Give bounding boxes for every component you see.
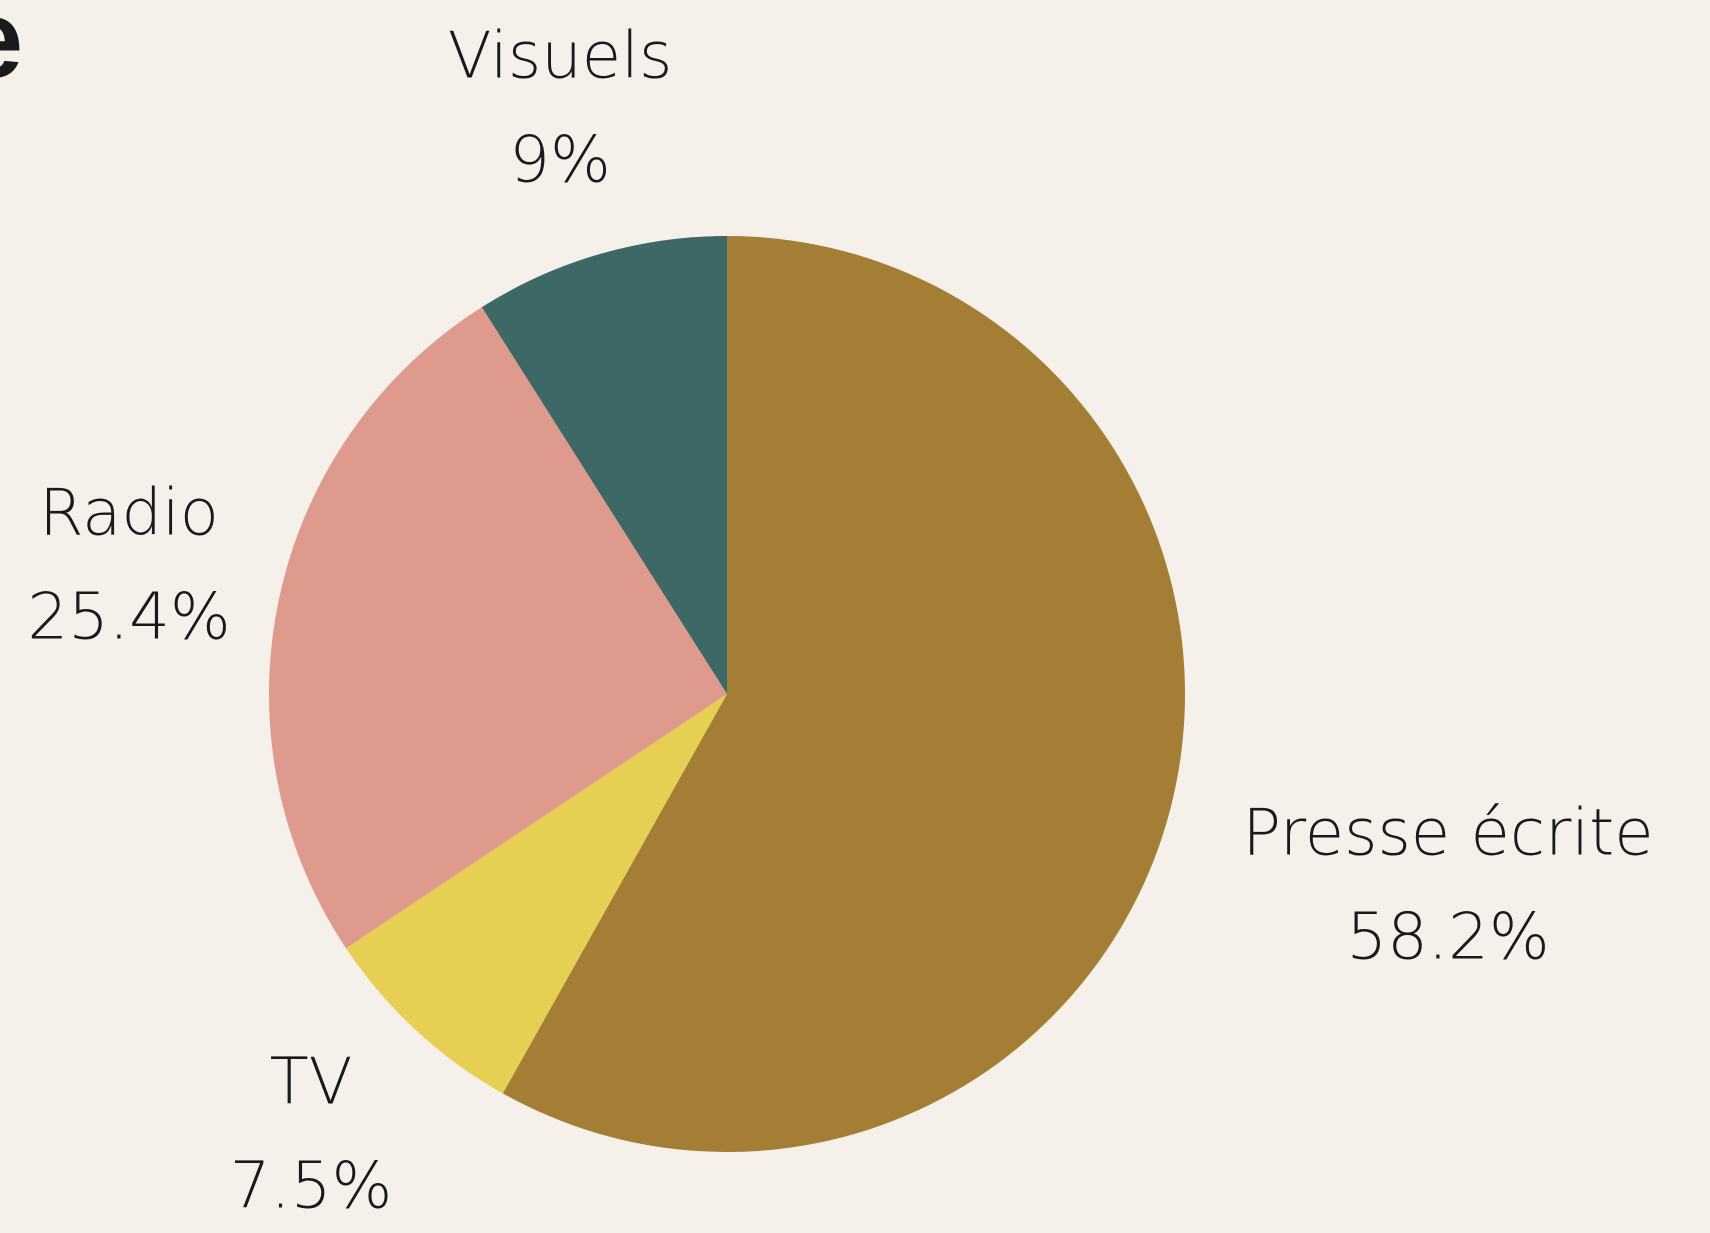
slice-value-label: 25.4% <box>27 581 230 655</box>
slice-value-label: 58.2% <box>1346 901 1549 975</box>
pie-slice <box>346 694 727 1094</box>
title-fragment: e <box>0 0 23 101</box>
slice-value-label: 9% <box>509 124 611 198</box>
slice-label: Radio <box>39 477 219 551</box>
slice-label: TV <box>270 1046 353 1120</box>
slice-label: Visuels <box>448 20 673 94</box>
slice-label: Presse écrite <box>1242 797 1653 871</box>
pie-slice <box>502 236 1186 1152</box>
slice-value-label: 7.5% <box>230 1150 393 1224</box>
pie-slice <box>269 307 727 949</box>
pie-slice <box>481 236 727 694</box>
